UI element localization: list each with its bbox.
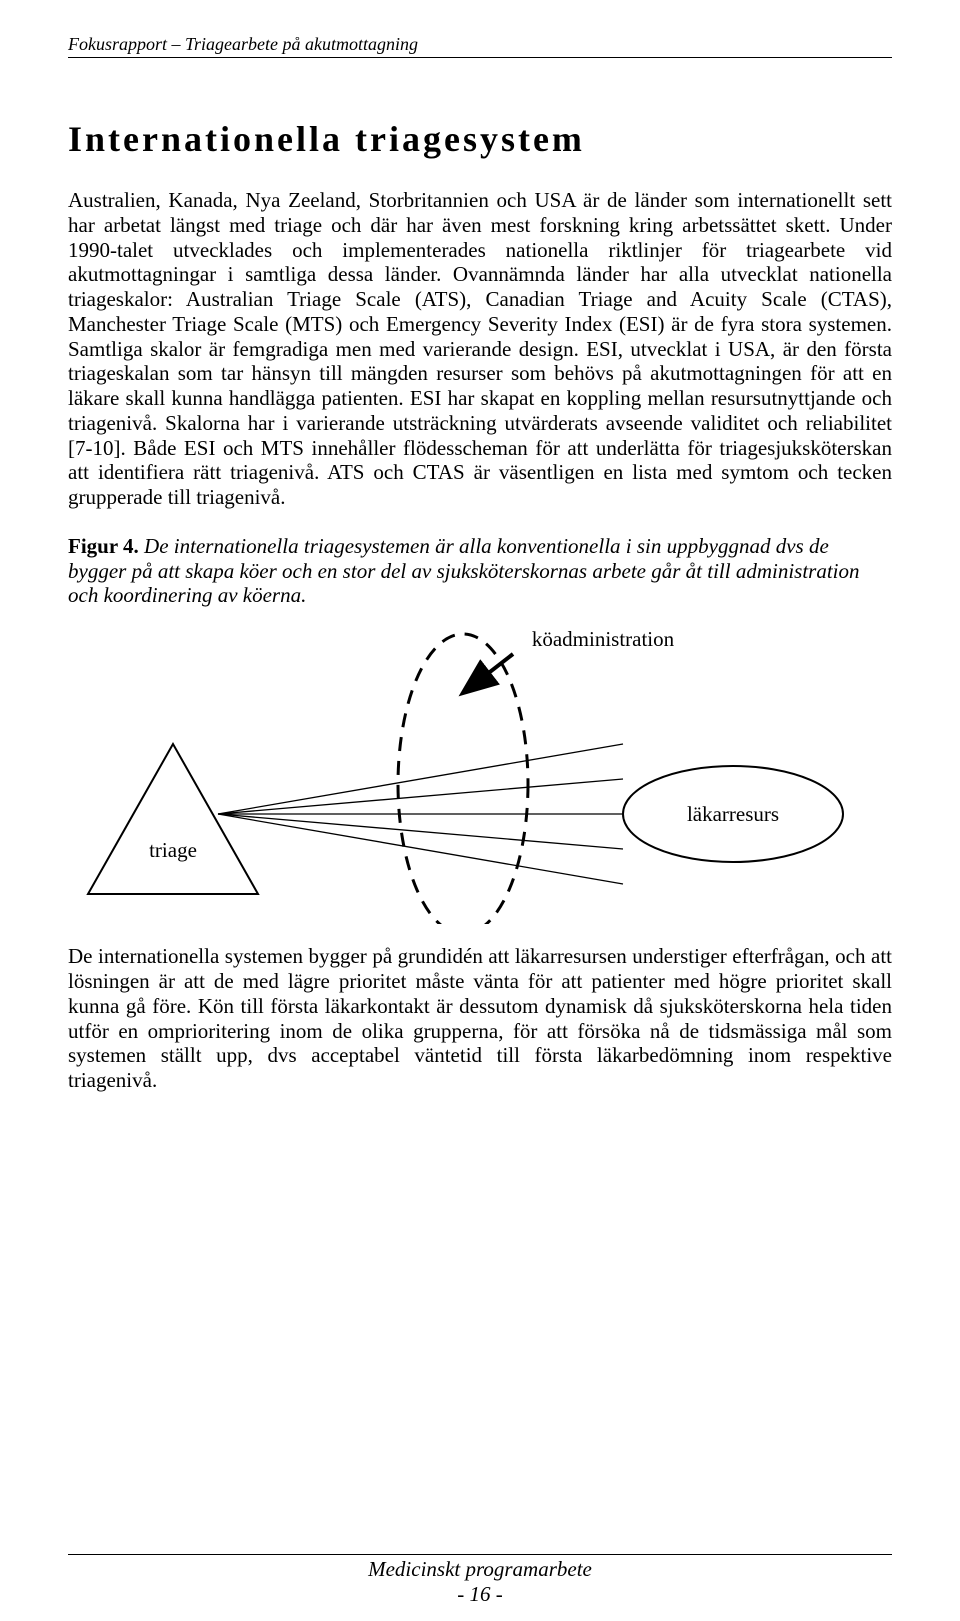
page: Fokusrapport – Triagearbete på akutmotta… [0, 0, 960, 1621]
figure-diagram: triage köadministration läkarresurs [68, 614, 892, 924]
figure-caption-text: De internationella triagesystemen är all… [68, 534, 860, 608]
footer-text: Medicinskt programarbete [68, 1557, 892, 1582]
paragraph-2: De internationella systemen bygger på gr… [68, 944, 892, 1093]
paragraph-1: Australien, Kanada, Nya Zeeland, Storbri… [68, 188, 892, 510]
svg-text:läkarresurs: läkarresurs [687, 802, 779, 826]
page-header: Fokusrapport – Triagearbete på akutmotta… [68, 34, 892, 58]
figure-caption: Figur 4. De internationella triagesystem… [68, 534, 892, 608]
svg-text:triage: triage [149, 838, 197, 862]
svg-text:köadministration: köadministration [532, 627, 675, 651]
flow-diagram-svg: triage köadministration läkarresurs [68, 614, 888, 924]
footer-page-number: - 16 - [68, 1582, 892, 1607]
figure-label: Figur 4. [68, 534, 139, 558]
page-footer: Medicinskt programarbete - 16 - [68, 1554, 892, 1607]
section-heading: Internationella triagesystem [68, 118, 892, 160]
